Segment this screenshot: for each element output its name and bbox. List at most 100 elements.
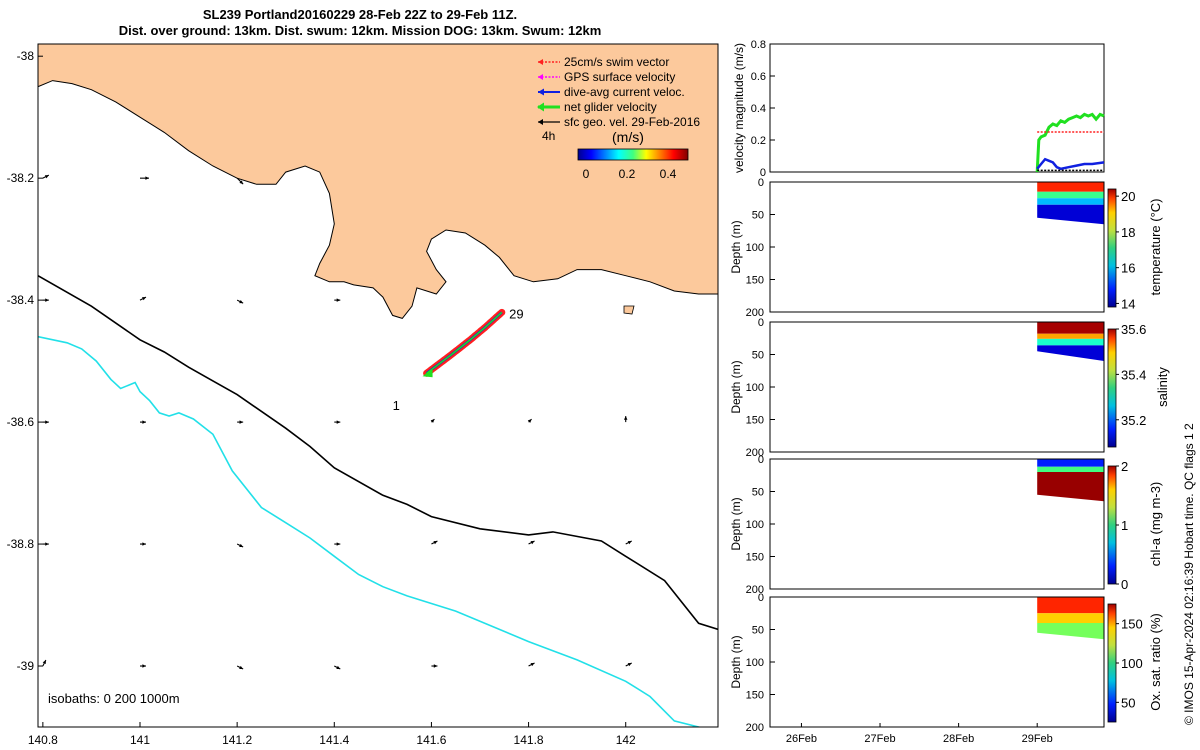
geo-vector-head bbox=[336, 665, 341, 670]
map-ytick-label-2: -38.4 bbox=[7, 293, 35, 307]
profile-ytick-label-3: 150 bbox=[746, 690, 764, 702]
profile-panel-0: 0 50 100 150 200 Depth (m) 14 16 18 20 temperature… bbox=[729, 177, 1163, 319]
geo-vector-head bbox=[623, 416, 628, 420]
profile-ytick-label-4: 200 bbox=[746, 722, 764, 734]
legend-label-gps: GPS surface velocity bbox=[564, 70, 675, 84]
colorbar-tick-label-2: 2 bbox=[1121, 459, 1128, 474]
geo-vector-head bbox=[239, 420, 244, 424]
geo-vector-head bbox=[530, 663, 535, 667]
track-start-arrow bbox=[422, 368, 433, 378]
geo-vector-head bbox=[44, 175, 49, 179]
profile-layer-2 bbox=[1037, 338, 1104, 346]
geo-vector-10 bbox=[334, 420, 341, 424]
colorbar-title: (m/s) bbox=[612, 129, 644, 145]
map-xtick-label-3: 141.4 bbox=[319, 733, 349, 747]
chart-title-line1: SL239 Portland20160229 28-Feb 22Z to 29-… bbox=[202, 7, 518, 22]
profile-layer-0 bbox=[1037, 597, 1104, 614]
profile-ytick-label-0: 0 bbox=[758, 592, 764, 604]
net-glider-velocity bbox=[426, 311, 503, 374]
profile-ytick-label-4: 200 bbox=[746, 447, 764, 459]
colorbar-tick-label-2: 35.6 bbox=[1121, 322, 1146, 337]
profile-layer-1 bbox=[1037, 333, 1104, 339]
map-xtick-label-0: 140.8 bbox=[28, 733, 58, 747]
geo-vector-head bbox=[42, 660, 46, 665]
profile-layer-2 bbox=[1037, 198, 1104, 205]
date-tick-label-2: 28Feb bbox=[943, 733, 974, 745]
map-xtick-label-5: 141.8 bbox=[514, 733, 544, 747]
profile-ytick-label-1: 50 bbox=[752, 350, 764, 362]
geo-vector-head bbox=[433, 664, 438, 668]
profile-layer-3 bbox=[1037, 345, 1104, 361]
geo-vector-15 bbox=[140, 542, 146, 546]
colorbar-tick-label-1: 35.4 bbox=[1121, 367, 1146, 382]
profile-layer-1 bbox=[1037, 613, 1104, 623]
geo-vector-head bbox=[142, 297, 146, 301]
geo-vector-head bbox=[142, 664, 146, 668]
geo-vector-9 bbox=[237, 420, 244, 424]
geo-vector-20 bbox=[625, 540, 632, 545]
geostrophic-vectors bbox=[42, 174, 632, 670]
map-axis-ticks: 140.8 141 141.2 141.4 141.6 141.8 142 -38 -38.2 -… bbox=[7, 49, 636, 747]
geo-vector-head bbox=[45, 420, 49, 424]
profile-layer-1 bbox=[1037, 191, 1104, 199]
geo-vector-head bbox=[145, 176, 149, 180]
profile-ytick-label-1: 50 bbox=[752, 487, 764, 499]
legend-entry-gps: GPS surface velocity bbox=[538, 70, 675, 84]
colorbar-tick-label-0: 14 bbox=[1121, 296, 1135, 311]
profile-colorbar bbox=[1107, 328, 1117, 448]
geo-vector-head bbox=[430, 419, 435, 423]
geo-vector-19 bbox=[528, 540, 535, 545]
isobath-1000m bbox=[38, 335, 702, 727]
geo-vector-5 bbox=[236, 299, 244, 304]
velocity-ytick-label-0: 0 bbox=[760, 167, 766, 179]
profile-ylabel: Depth (m) bbox=[729, 635, 743, 688]
profile-ytick-label-2: 100 bbox=[746, 657, 764, 669]
geo-vector-head bbox=[142, 542, 146, 546]
profile-colorbar-label: temperature (°C) bbox=[1148, 199, 1163, 296]
map-ytick-label-4: -38.8 bbox=[7, 537, 35, 551]
colorbar-tick-label-0: 0 bbox=[1121, 577, 1128, 592]
geo-vector-head bbox=[530, 541, 535, 545]
track-label-1: 1 bbox=[393, 398, 400, 413]
legend-label-geostrophic: sfc geo. vel. 29-Feb-2016 bbox=[564, 115, 700, 129]
profile-layer-0 bbox=[1037, 322, 1104, 334]
velocity-panel: 0 0.2 0.4 0.6 0.8 velocity magnitude (m/s) bbox=[732, 39, 1105, 179]
velocity-series-2 bbox=[1036, 157, 1105, 171]
map-xtick-label-1: 141 bbox=[130, 733, 150, 747]
geo-vector-27 bbox=[625, 662, 632, 667]
colorbar-tick-label-2: 150 bbox=[1121, 617, 1143, 632]
geo-vector-21 bbox=[42, 659, 47, 667]
map-panel: 29 1 isobaths: 0 200 1000m 140.8 141 141.2… bbox=[7, 43, 719, 747]
legend-label-net-glider: net glider velocity bbox=[564, 100, 657, 114]
map-ytick-label-3: -38.6 bbox=[7, 415, 35, 429]
date-tick-label-1: 27Feb bbox=[864, 733, 895, 745]
geo-vector-head bbox=[433, 541, 438, 545]
date-tick-label-3: 29Feb bbox=[1022, 733, 1053, 745]
profile-ytick-label-3: 150 bbox=[746, 415, 764, 427]
colorbar-tick-label-0: 35.2 bbox=[1121, 413, 1146, 428]
track-label-29: 29 bbox=[509, 306, 523, 321]
date-tick-label-0: 26Feb bbox=[786, 733, 817, 745]
geo-vector-head bbox=[336, 542, 341, 546]
profile-panel-1: 0 50 100 150 200 Depth (m) 35.2 35.4 35.6 salinit… bbox=[729, 317, 1170, 459]
map-xtick-label-6: 142 bbox=[616, 733, 636, 747]
velocity-ytick-label-2: 0.4 bbox=[751, 103, 766, 115]
profile-ylabel: Depth (m) bbox=[729, 220, 743, 273]
map-xtick-label-2: 141.2 bbox=[222, 733, 252, 747]
profile-panel-3: 0 50 100 150 200 Depth (m) 50 100 150 Ox. sat. ra… bbox=[729, 592, 1163, 734]
velocity-frame bbox=[769, 43, 1105, 173]
velocity-series-0 bbox=[1035, 112, 1105, 173]
velocity-axis-ticks: 0 0.2 0.4 0.6 0.8 bbox=[751, 39, 775, 179]
profile-ylabel: Depth (m) bbox=[729, 360, 743, 413]
date-axis-ticks: 26Feb 27Feb 28Feb 29Feb bbox=[786, 723, 1053, 745]
profile-colorbar bbox=[1107, 465, 1117, 585]
legend-arrowhead-gps bbox=[538, 74, 543, 80]
geo-vector-head bbox=[627, 663, 632, 667]
geo-vector-head bbox=[45, 298, 49, 302]
legend-arrowhead-dive-avg bbox=[538, 88, 544, 96]
geo-vector-head bbox=[239, 180, 244, 185]
geo-vector-11 bbox=[430, 418, 435, 423]
profile-ytick-label-0: 0 bbox=[758, 454, 764, 466]
geo-vector-22 bbox=[140, 664, 146, 668]
